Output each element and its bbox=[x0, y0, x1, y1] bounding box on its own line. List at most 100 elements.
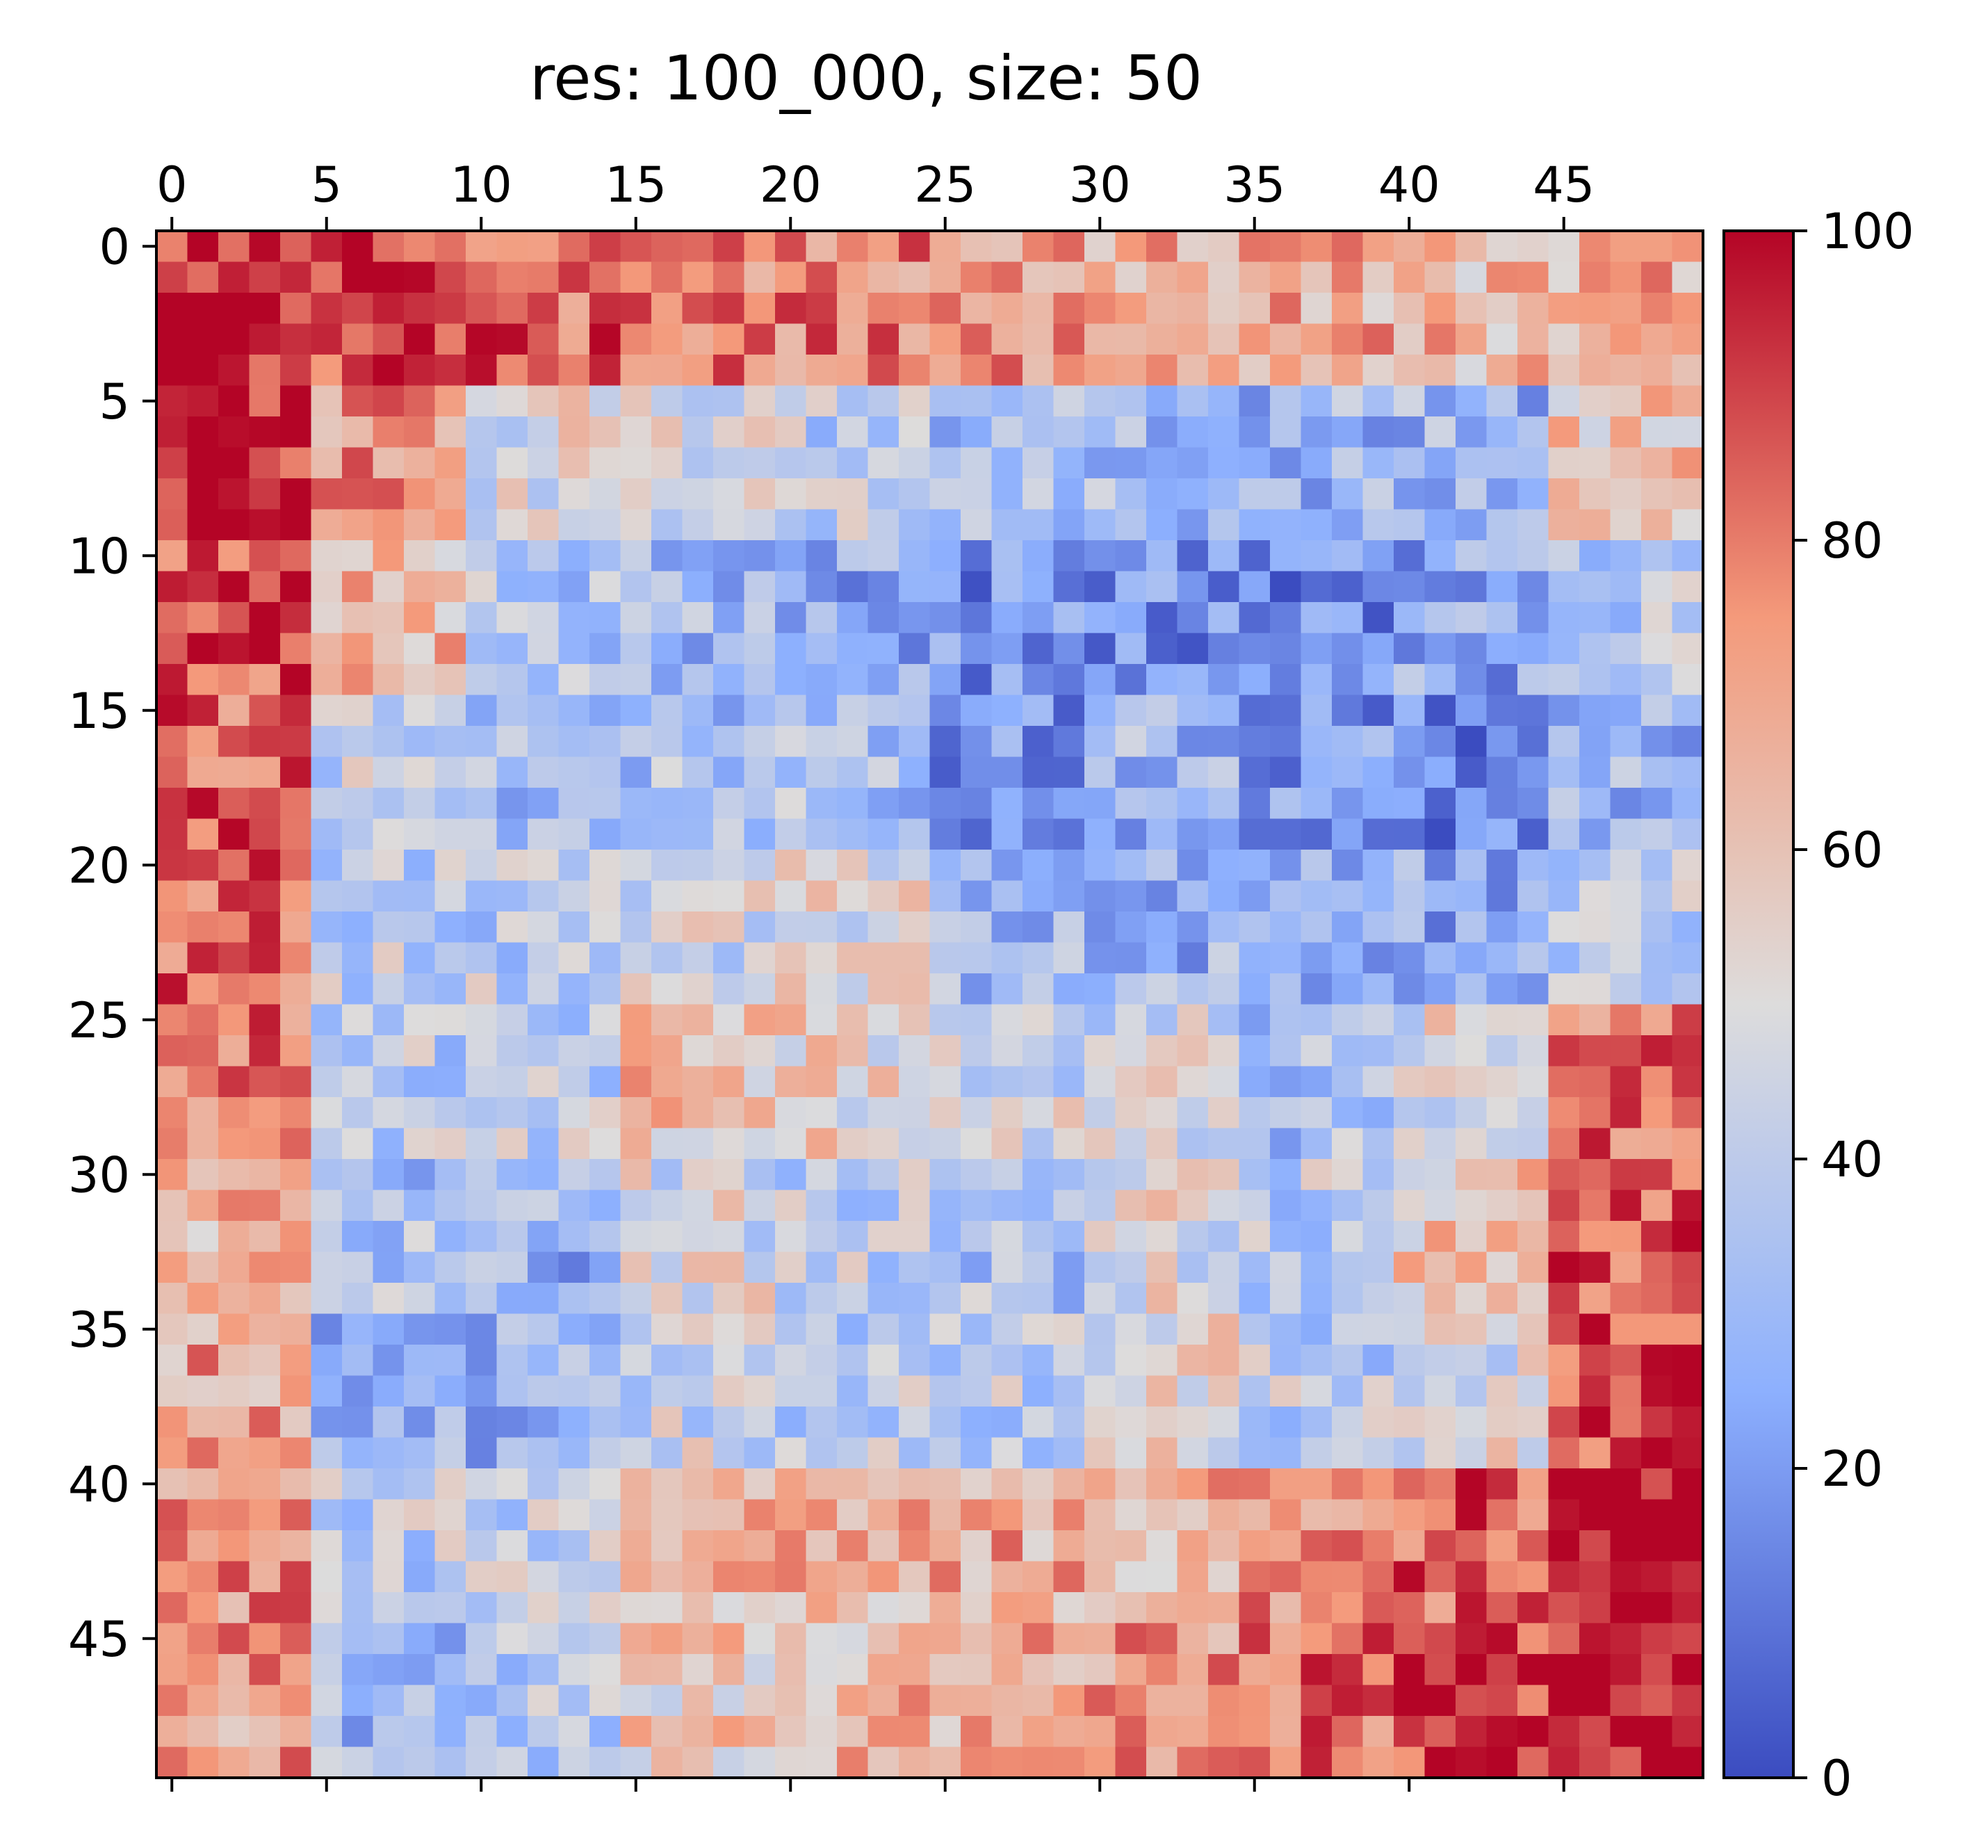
heatmap-cell bbox=[156, 911, 188, 943]
heatmap-cell bbox=[1146, 973, 1178, 1005]
heatmap-cell bbox=[775, 1746, 807, 1778]
heatmap-cell bbox=[1456, 664, 1488, 696]
heatmap-cell bbox=[806, 1716, 838, 1748]
heatmap-cell bbox=[1486, 1437, 1518, 1469]
heatmap-cell bbox=[187, 1530, 219, 1562]
heatmap-cell bbox=[1239, 1313, 1271, 1345]
heatmap-cell bbox=[1672, 1407, 1704, 1438]
heatmap-cell bbox=[1115, 385, 1147, 417]
heatmap-cell bbox=[899, 1623, 931, 1655]
heatmap-cell bbox=[837, 911, 869, 943]
heatmap-cell bbox=[1362, 1035, 1394, 1067]
heatmap-cell bbox=[156, 293, 188, 325]
heatmap-cell bbox=[651, 1313, 683, 1345]
heatmap-cell bbox=[404, 818, 436, 850]
heatmap-cell bbox=[682, 1283, 714, 1315]
heatmap-cell bbox=[496, 726, 528, 758]
heatmap-cell bbox=[1301, 1407, 1333, 1438]
heatmap-cell bbox=[404, 788, 436, 820]
heatmap-cell bbox=[1115, 850, 1147, 882]
heatmap-cell bbox=[1022, 571, 1054, 603]
heatmap-cell bbox=[806, 1159, 838, 1191]
heatmap-cell bbox=[1456, 973, 1488, 1005]
heatmap-cell bbox=[280, 1530, 312, 1562]
heatmap-cell bbox=[1424, 385, 1456, 417]
heatmap-cell bbox=[1301, 1345, 1333, 1377]
heatmap-cell bbox=[434, 1035, 466, 1067]
heatmap-cell bbox=[713, 1468, 745, 1500]
heatmap-cell bbox=[1084, 1345, 1116, 1377]
heatmap-cell bbox=[466, 1221, 498, 1253]
heatmap-cell bbox=[1177, 1221, 1209, 1253]
heatmap-cell bbox=[156, 1190, 188, 1222]
heatmap-cell bbox=[961, 788, 993, 820]
heatmap-cell bbox=[1486, 1746, 1518, 1778]
heatmap-cell bbox=[991, 1716, 1023, 1748]
heatmap-cell bbox=[558, 478, 590, 510]
heatmap-cell bbox=[1672, 1623, 1704, 1655]
heatmap-cell bbox=[1486, 664, 1518, 696]
heatmap-cell bbox=[311, 416, 343, 448]
heatmap-cell bbox=[651, 231, 683, 263]
heatmap-cell bbox=[1548, 1283, 1580, 1315]
heatmap-cell bbox=[589, 664, 621, 696]
heatmap-cell bbox=[899, 385, 931, 417]
heatmap-cell bbox=[744, 818, 776, 850]
heatmap-cell bbox=[837, 880, 869, 912]
heatmap-cell bbox=[620, 1159, 652, 1191]
heatmap-cell bbox=[528, 385, 560, 417]
heatmap-cell bbox=[434, 1592, 466, 1624]
heatmap-cell bbox=[1146, 1345, 1178, 1377]
heatmap-cell bbox=[528, 1251, 560, 1283]
heatmap-cell bbox=[837, 1407, 869, 1438]
heatmap-cell bbox=[1270, 1746, 1302, 1778]
heatmap-cell bbox=[1672, 293, 1704, 325]
heatmap-cell bbox=[311, 880, 343, 912]
heatmap-cell bbox=[311, 1468, 343, 1500]
heatmap-cell bbox=[589, 880, 621, 912]
heatmap-cell bbox=[558, 1035, 590, 1067]
heatmap-cell bbox=[187, 261, 219, 293]
heatmap-cell bbox=[342, 880, 374, 912]
heatmap-cell bbox=[1084, 1716, 1116, 1748]
heatmap-cell bbox=[806, 1746, 838, 1778]
heatmap-cell bbox=[466, 1375, 498, 1407]
heatmap-cell bbox=[1053, 355, 1085, 387]
heatmap-cell bbox=[713, 323, 745, 355]
heatmap-cell bbox=[1424, 633, 1456, 665]
heatmap-cell bbox=[1672, 602, 1704, 634]
heatmap-cell bbox=[1362, 880, 1394, 912]
heatmap-cell bbox=[589, 1746, 621, 1778]
heatmap-cell bbox=[744, 231, 776, 263]
heatmap-cell bbox=[929, 726, 961, 758]
heatmap-cell bbox=[1177, 1437, 1209, 1469]
heatmap-cell bbox=[682, 1190, 714, 1222]
heatmap-cell bbox=[1424, 1561, 1456, 1593]
heatmap-cell bbox=[899, 695, 931, 727]
heatmap-cell bbox=[1672, 633, 1704, 665]
colorbar-tick-label: 0 bbox=[1821, 1750, 1852, 1807]
heatmap-cell bbox=[496, 293, 528, 325]
heatmap-cell bbox=[775, 355, 807, 387]
heatmap-cell bbox=[775, 231, 807, 263]
heatmap-cell bbox=[1641, 261, 1673, 293]
heatmap-cell bbox=[1301, 355, 1333, 387]
heatmap-cell bbox=[1022, 1561, 1054, 1593]
heatmap-cell bbox=[991, 1066, 1023, 1098]
heatmap-cell bbox=[280, 1375, 312, 1407]
heatmap-cell bbox=[156, 1499, 188, 1531]
heatmap-cell bbox=[620, 231, 652, 263]
heatmap-cell bbox=[434, 1066, 466, 1098]
heatmap-cell bbox=[528, 1716, 560, 1748]
heatmap-cell bbox=[1270, 1035, 1302, 1067]
heatmap-cell bbox=[1456, 942, 1488, 974]
heatmap-cell bbox=[837, 1468, 869, 1500]
heatmap-cell bbox=[713, 911, 745, 943]
heatmap-cell bbox=[991, 1283, 1023, 1315]
heatmap-cell bbox=[1115, 818, 1147, 850]
heatmap-cell bbox=[929, 1283, 961, 1315]
heatmap-cell bbox=[1115, 1035, 1147, 1067]
heatmap-cell bbox=[1146, 942, 1178, 974]
heatmap-cell bbox=[899, 664, 931, 696]
heatmap-cell bbox=[806, 1623, 838, 1655]
